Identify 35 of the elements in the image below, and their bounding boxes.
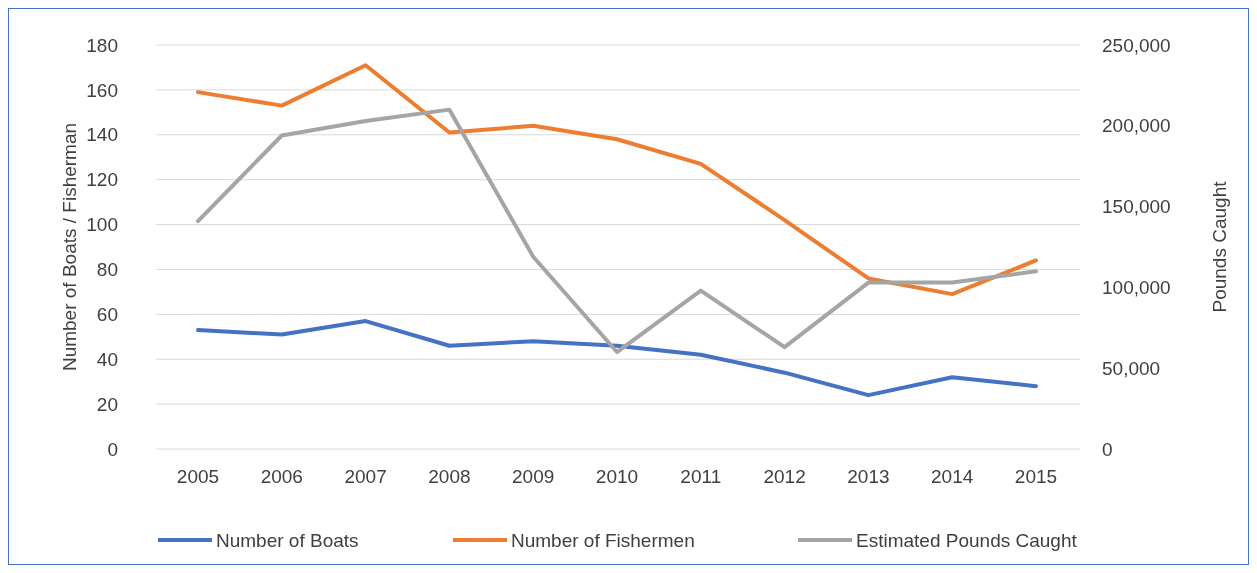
x-tick-label: 2010 [595, 466, 639, 487]
y2-tick-label: 200,000 [1102, 115, 1171, 137]
y2-tick-label: 150,000 [1102, 196, 1171, 218]
y-tick-label: 80 [96, 259, 118, 281]
y-tick-label: 40 [96, 348, 118, 370]
line-series [196, 107, 1038, 355]
y-tick-label: 100 [86, 214, 118, 236]
y-tick-label: 140 [86, 124, 118, 146]
x-tick-label: 2014 [931, 466, 974, 487]
y-tick-label: 60 [96, 303, 118, 325]
y2-tick-label: 0 [1102, 438, 1113, 460]
legend-label: Estimated Pounds Caught [856, 529, 1078, 551]
y2-axis-title: Pounds Caught [1209, 180, 1230, 313]
y-axis-title: Number of Boats / Fisherman [59, 122, 80, 372]
legend-label: Number of Boats [216, 529, 359, 551]
y2-tick-label: 250,000 [1102, 34, 1171, 56]
x-tick-label: 2011 [680, 466, 722, 487]
y-tick-label: 120 [86, 169, 118, 191]
y-tick-label: 160 [86, 79, 118, 101]
line-series [196, 63, 1038, 297]
x-tick-label: 2013 [847, 466, 890, 487]
x-tick-label: 2012 [763, 466, 806, 487]
x-tick-label: 2006 [260, 466, 303, 487]
y-tick-label: 180 [86, 34, 118, 56]
x-tick-label: 2015 [1014, 466, 1058, 487]
x-tick-label: 2009 [512, 466, 555, 487]
x-tick-label: 2008 [428, 466, 471, 487]
x-tick-label: 2007 [344, 466, 387, 487]
y-tick-label: 20 [96, 393, 118, 415]
x-tick-label: 2005 [176, 466, 220, 487]
y-tick-label: 0 [107, 438, 118, 460]
y2-tick-label: 100,000 [1102, 277, 1171, 299]
line-series [196, 319, 1038, 398]
y2-tick-label: 50,000 [1102, 357, 1161, 379]
legend-label: Number of Fishermen [511, 529, 695, 551]
